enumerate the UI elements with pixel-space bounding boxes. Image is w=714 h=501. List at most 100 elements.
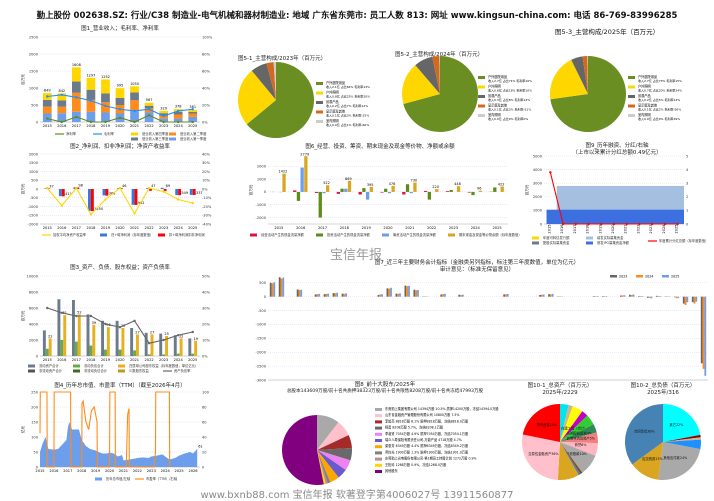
legend-sublabel: 收入0.3亿 占比8% 毛利率14%: [488, 97, 530, 102]
y2-tick-label: 0: [686, 222, 689, 226]
bar: [282, 278, 284, 297]
line-净利率-marker: [133, 121, 135, 123]
bar-value-label: 395: [367, 183, 374, 187]
pie-slice: [522, 434, 560, 479]
pie-slice-label: 其他应付款24%: [663, 455, 687, 460]
bar-segment: [188, 112, 197, 114]
legend-sublabel: 收入0.1亿 占比2% 毛利率-56%: [638, 107, 681, 112]
x-tick-label: 2017: [573, 224, 577, 233]
bar: [272, 283, 274, 296]
line-debt-ratio-marker: [119, 326, 121, 328]
bar-segment: [145, 112, 154, 122]
legend-swatch: [375, 427, 382, 430]
bar: [633, 294, 635, 296]
bar-segment: [57, 100, 66, 106]
bar: [694, 297, 696, 304]
bar: [638, 296, 640, 297]
y-tick-label: 100: [31, 435, 39, 439]
legend-swatch: [636, 275, 643, 278]
legend-sublabel: 收入0.7亿 占比20% 毛利率24%: [638, 88, 682, 93]
legend-label: 2023: [619, 275, 627, 279]
x-tick-label: 2020: [383, 226, 393, 230]
chart-pie-business-2024: 图5-2_主营构成/2024年（百万元）户外庭院用品收入2.7亿 占比71% 毛…: [395, 22, 555, 142]
bar: [640, 296, 642, 297]
bar-segment: [174, 115, 183, 119]
bar-segment: [145, 103, 154, 106]
x-tick-label: 2016: [57, 124, 67, 128]
bar: [194, 341, 197, 356]
bar: [315, 294, 317, 296]
legend-swatch: [375, 414, 382, 417]
y2-tick-label: 40%: [202, 86, 211, 90]
bar: [43, 330, 46, 356]
bar: [281, 279, 283, 297]
x-tick-label: 2023: [159, 226, 168, 230]
y-tick-label: 0: [36, 354, 39, 358]
x-tick-label: 2024: [174, 124, 184, 128]
line-毛利率-marker: [46, 95, 48, 97]
x-tick-label: 2018: [586, 224, 590, 234]
legend-label: 李旭亮 8818万股 6.1% 质押8818万股，冻结8818.0万股: [385, 418, 469, 423]
bar: [151, 334, 154, 356]
bar-total-label: 567: [146, 98, 153, 102]
y2-tick-label: 80%: [202, 52, 211, 56]
legend-label: 其他股东: [385, 468, 398, 473]
line-roe-marker: [75, 187, 77, 189]
bar: [316, 294, 318, 297]
bar: [391, 186, 394, 192]
bar: [101, 321, 104, 356]
bar-total-label: 1608: [72, 63, 81, 67]
x-tick-label: 2021: [624, 224, 628, 233]
y2-tick-label: 5: [686, 154, 688, 158]
legend-label: 非流动负债合计: [84, 368, 108, 373]
legend-label: 营业收入第二季度: [180, 131, 207, 136]
y-tick-label: -1500: [256, 337, 267, 341]
y-axis-label: 百万元: [524, 184, 529, 195]
y2-tick-label: 30%: [202, 306, 211, 310]
legend-swatch: [28, 370, 35, 373]
bar-segment: [145, 106, 154, 109]
y-tick-label: -2500: [256, 364, 267, 368]
x-tick-label: 2016: [49, 469, 59, 473]
y2-tick-label: 60: [202, 420, 207, 424]
legend-swatch: [158, 234, 165, 237]
y-tick-label: 500: [259, 281, 267, 285]
bar: [345, 293, 347, 296]
legend-swatch: [118, 370, 125, 373]
legend-swatch: [118, 365, 125, 368]
bar: [471, 192, 474, 195]
pie-slice-label: 其他非流动资产5%: [567, 436, 595, 441]
bar-segment: [116, 98, 125, 105]
bar: [408, 286, 410, 297]
x-tick-label: 2021: [130, 358, 139, 362]
y-axis-label: 百万元: [20, 310, 25, 321]
legend-swatch: [316, 82, 323, 85]
y-tick-label: -500: [258, 309, 267, 313]
x-tick-label: 2015: [43, 124, 52, 128]
bar-value-label: 522: [323, 181, 330, 185]
bar: [325, 294, 327, 297]
line-毛利率-marker: [162, 115, 164, 117]
bar: [333, 293, 335, 297]
bar: [340, 189, 343, 192]
x-tick-label: 2023: [159, 124, 168, 128]
bar: [177, 354, 180, 356]
legend-label: 配股实际募集资金: [543, 240, 570, 245]
bar: [344, 189, 347, 192]
bar: [180, 338, 183, 356]
legend-swatch: [532, 237, 539, 240]
pie-slice-label: 合同负债36%: [634, 429, 655, 434]
line-毛利率-marker: [75, 96, 77, 98]
legend-label: 流动负债合计: [84, 363, 104, 368]
bar-value-label: 730: [410, 179, 417, 183]
line-净利率-marker: [148, 114, 150, 116]
line-dividends-marker: [600, 223, 602, 225]
x-tick-label: 2025: [188, 358, 197, 362]
legend-label: 非流动资产合计: [39, 368, 63, 373]
legend-label: 山东省金融资产管理股份有限公司 10800万股 7.5%: [385, 412, 459, 417]
bar-total-label: 1252: [101, 75, 110, 79]
